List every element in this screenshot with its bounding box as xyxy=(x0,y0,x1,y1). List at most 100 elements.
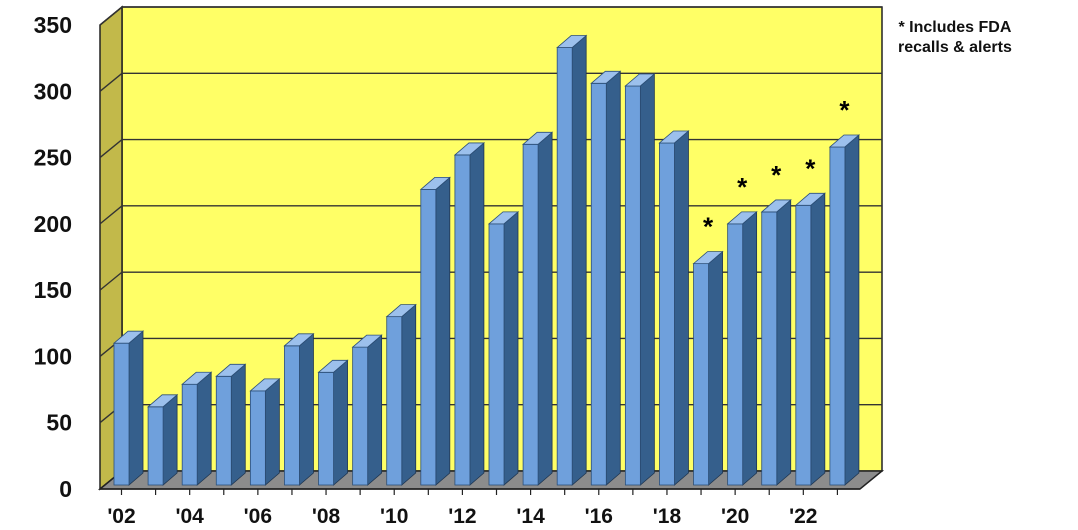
bar-front xyxy=(590,82,607,486)
bar-side xyxy=(776,199,792,486)
bar xyxy=(760,199,792,486)
bar-side xyxy=(196,371,212,486)
bar xyxy=(351,334,383,486)
bar xyxy=(487,210,520,486)
asterisk-marker: * xyxy=(771,160,782,190)
bar xyxy=(726,210,758,486)
gridline xyxy=(99,72,882,92)
bar xyxy=(249,378,281,486)
y-tick-label: 50 xyxy=(46,410,72,436)
bar-side xyxy=(810,192,826,486)
bar-front xyxy=(249,390,266,486)
asterisk-marker: * xyxy=(737,172,748,202)
gridline xyxy=(99,6,882,26)
x-tick-label: '02 xyxy=(107,505,135,528)
x-tick-label: '06 xyxy=(244,505,272,528)
bar-side xyxy=(674,130,689,486)
bar-top xyxy=(726,211,758,225)
bar-front xyxy=(386,316,403,486)
bar-top xyxy=(624,73,656,87)
bar-top xyxy=(760,199,792,213)
asterisk-markers: * * * * * xyxy=(703,95,850,242)
bar-side xyxy=(128,330,144,486)
bar xyxy=(624,73,656,486)
bar-top xyxy=(658,130,690,144)
y-tick-label: 100 xyxy=(34,343,72,369)
bars xyxy=(112,34,860,486)
x-tick-label: '04 xyxy=(176,505,205,528)
bar xyxy=(385,303,417,486)
footnote-line-1: * Includes FDA xyxy=(898,19,1012,36)
bar-top xyxy=(181,371,213,385)
bar xyxy=(112,330,145,486)
bar xyxy=(794,192,826,486)
bar-top xyxy=(453,142,485,156)
x-tick-label: '20 xyxy=(721,505,749,528)
bar-top xyxy=(385,304,417,318)
y-tick-label: 150 xyxy=(34,277,72,303)
bar-front xyxy=(147,406,164,486)
bar-front xyxy=(284,345,300,486)
bar-front xyxy=(522,143,539,486)
x-tick-label: '10 xyxy=(380,505,408,528)
bar-side xyxy=(844,134,860,486)
footnote-line-2: recalls & alerts xyxy=(898,39,1012,56)
bar-top xyxy=(590,70,622,84)
bar xyxy=(283,332,315,486)
x-axis: '02 '04 '06 '08 '10 '12 '14 '16 '18 '20 '22 xyxy=(100,488,860,528)
bar xyxy=(828,134,860,486)
bar-side xyxy=(503,210,519,486)
bar-front xyxy=(488,223,505,486)
bar xyxy=(692,250,724,486)
asterisk-marker: * xyxy=(805,153,816,183)
bar-side xyxy=(742,210,758,486)
bar-front xyxy=(556,47,573,486)
bar xyxy=(147,393,179,486)
bar-front xyxy=(215,375,232,486)
bar-top xyxy=(215,363,247,377)
bar xyxy=(453,142,485,486)
bar-front xyxy=(318,371,334,486)
bar-front xyxy=(181,383,198,486)
y-tick-label: 0 xyxy=(59,476,72,502)
bar-top xyxy=(351,334,383,348)
bar-top xyxy=(556,35,588,48)
bar-top xyxy=(317,359,349,373)
bar xyxy=(181,371,213,486)
bar-side xyxy=(435,176,451,486)
x-tick-label: '16 xyxy=(585,505,613,528)
y-tick-label: 350 xyxy=(34,12,72,38)
bar-front xyxy=(659,142,675,486)
y-tick-label: 200 xyxy=(34,211,72,237)
x-tick-label: '12 xyxy=(448,505,476,528)
bar-front xyxy=(727,223,744,486)
bar-top xyxy=(283,333,315,347)
bar-top xyxy=(419,176,451,190)
bar-front xyxy=(761,211,778,486)
bar-side xyxy=(230,363,246,486)
bar-side xyxy=(571,34,587,486)
bar-side xyxy=(367,334,383,486)
bar-side xyxy=(537,131,553,486)
bar-side xyxy=(605,70,621,486)
bar-front xyxy=(420,188,437,486)
bar-side xyxy=(401,303,417,486)
y-tick-label: 250 xyxy=(34,145,72,171)
bar-front xyxy=(795,204,812,486)
bar-front xyxy=(352,346,369,486)
bar xyxy=(215,363,247,486)
footnote: * Includes FDA recalls & alerts xyxy=(898,18,1012,58)
bar-front xyxy=(113,342,130,486)
bar xyxy=(317,359,349,486)
bar-top xyxy=(828,134,860,148)
bar xyxy=(590,70,622,486)
bar-front xyxy=(693,263,709,486)
bar-side xyxy=(162,393,178,486)
bar xyxy=(419,176,451,486)
bar-side xyxy=(299,332,314,486)
bar-top xyxy=(794,192,826,206)
bar xyxy=(658,130,690,486)
x-tick-label: '14 xyxy=(516,505,545,528)
bar-front xyxy=(829,146,846,486)
bar-side xyxy=(469,142,485,486)
